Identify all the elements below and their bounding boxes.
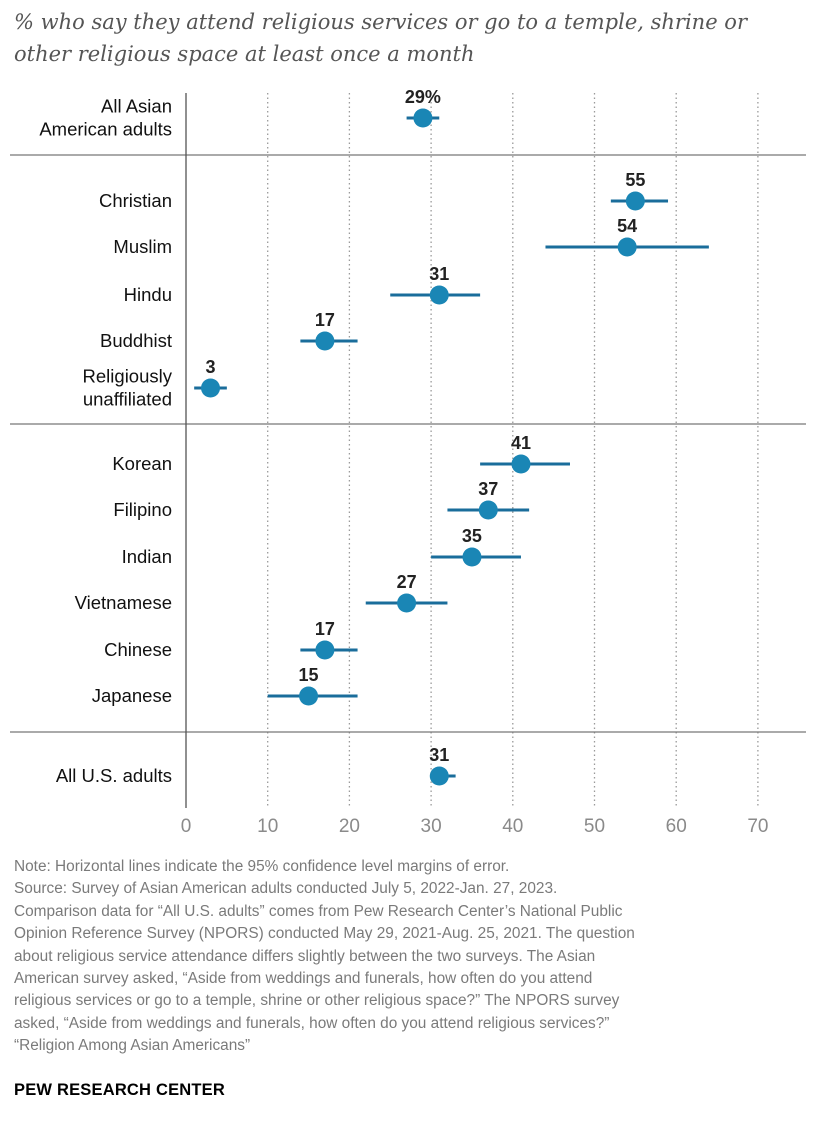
data-point	[429, 766, 449, 786]
value-label: 54	[617, 216, 637, 236]
category-label: Indian	[122, 546, 172, 567]
x-tick-label: 0	[181, 816, 192, 837]
note-line: Opinion Reference Survey (NPORS) conduct…	[14, 925, 635, 943]
value-label: 35	[462, 526, 482, 546]
category-label: American adults	[39, 119, 172, 140]
x-tick-label: 60	[666, 816, 687, 837]
note-line: religious services or go to a temple, sh…	[14, 992, 620, 1010]
value-label: 37	[478, 479, 498, 499]
value-label: 31	[429, 745, 449, 765]
category-label: Filipino	[113, 499, 172, 520]
category-label: Religiously	[83, 366, 173, 387]
category-label: All U.S. adults	[56, 765, 172, 786]
x-tick-label: 50	[584, 816, 605, 837]
data-point	[413, 108, 433, 128]
category-label: Muslim	[113, 236, 172, 257]
data-point	[617, 237, 637, 257]
x-tick-label: 30	[421, 816, 442, 837]
note-line: “Religion Among Asian Americans”	[14, 1037, 251, 1055]
note-line: asked, “Aside from weddings and funerals…	[14, 1014, 610, 1032]
category-label: Christian	[99, 190, 172, 211]
category-label: Buddhist	[100, 330, 172, 351]
value-label: 27	[397, 572, 417, 592]
note-line: Source: Survey of Asian American adults …	[14, 880, 558, 898]
value-label: 15	[299, 665, 319, 685]
brand-label: PEW RESEARCH CENTER	[14, 1081, 225, 1099]
category-label: unaffiliated	[83, 389, 172, 410]
value-label: 41	[511, 433, 531, 453]
category-label: Japanese	[92, 685, 172, 706]
chart-note: Note: Horizontal lines indicate the 95% …	[14, 856, 809, 1058]
note-line: Note: Horizontal lines indicate the 95% …	[14, 858, 510, 875]
value-label: 29%	[405, 87, 441, 107]
category-label: Hindu	[124, 284, 172, 305]
category-label: Chinese	[104, 639, 172, 660]
value-label: 17	[315, 310, 335, 330]
data-point	[201, 378, 221, 398]
chart-subtitle: % who say they attend religious services…	[14, 10, 747, 66]
data-point	[429, 285, 449, 305]
category-label: Vietnamese	[75, 592, 172, 613]
data-point	[511, 454, 531, 474]
x-tick-label: 10	[257, 816, 278, 837]
x-tick-label: 70	[747, 816, 768, 837]
data-point	[478, 500, 498, 520]
data-point	[462, 547, 482, 567]
data-point	[397, 593, 417, 613]
x-tick-label: 40	[502, 816, 523, 837]
category-label: All Asian	[101, 96, 172, 117]
data-point	[625, 191, 645, 211]
note-line: about religious service attendance diffe…	[14, 947, 596, 965]
note-line: Comparison data for “All U.S. adults” co…	[14, 902, 623, 920]
value-label: 55	[625, 170, 645, 190]
value-label: 17	[315, 619, 335, 639]
value-label: 3	[206, 357, 216, 377]
note-line: American survey asked, “Aside from weddi…	[14, 970, 593, 988]
category-label: Korean	[112, 453, 172, 474]
value-label: 31	[429, 264, 449, 284]
data-point	[315, 640, 335, 660]
x-tick-label: 20	[339, 816, 360, 837]
data-point	[299, 686, 319, 706]
data-point	[315, 331, 335, 351]
